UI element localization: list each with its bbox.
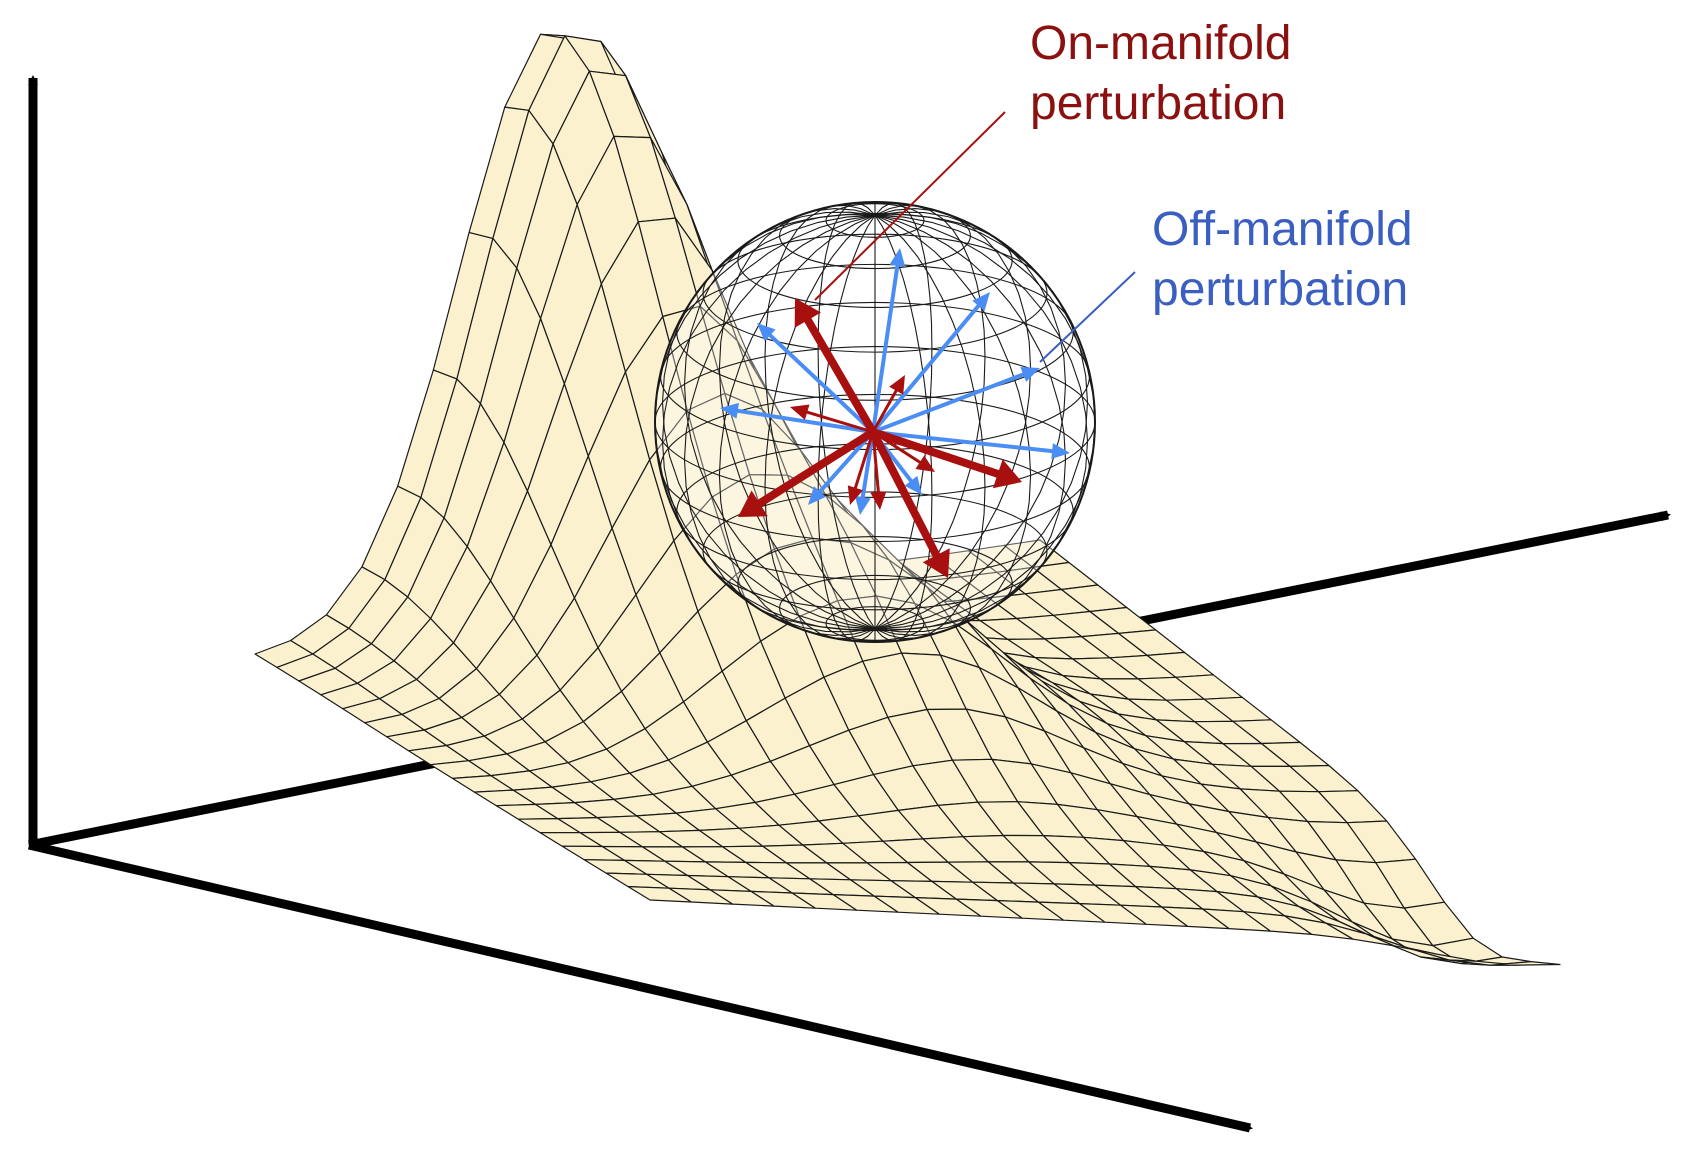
sphere-longitude: [817, 202, 933, 642]
on-manifold-arrow-shaft: [871, 430, 922, 464]
off-manifold-arrow-head: [854, 496, 871, 515]
on-manifold-arrow-shaft: [853, 430, 875, 490]
off-manifold-arrow-shaft: [871, 430, 1055, 454]
on-manifold-arrow: [847, 430, 875, 505]
off-manifold-arrow-shaft: [871, 263, 900, 434]
on-manifold-arrow-head: [915, 455, 935, 472]
mesh-cell: [1489, 960, 1561, 966]
off-manifold-arrow-head: [972, 292, 990, 311]
on-manifold-arrow: [738, 428, 877, 517]
on-manifold-label-line1: On-manifold: [1030, 17, 1292, 70]
off-manifold-arrow-head: [889, 248, 906, 267]
off-manifold-arrow: [757, 323, 875, 434]
perturbation-arrows: [720, 248, 1070, 578]
on-manifold-arrow: [871, 375, 905, 434]
off-manifold-arrow-head: [757, 323, 776, 342]
on-manifold-arrow-head: [870, 491, 887, 510]
on-manifold-arrow-head: [847, 485, 863, 505]
on-manifold-leader: [814, 111, 1006, 301]
off-manifold-arrow-shaft: [768, 333, 875, 434]
sphere-longitude: [817, 202, 933, 642]
on-manifold-arrow-head: [922, 548, 950, 578]
off-manifold-arrow-shaft: [871, 303, 981, 434]
sphere-longitude: [764, 204, 986, 640]
on-manifold-label: On-manifold perturbation: [1030, 14, 1291, 134]
off-manifold-label-line1: Off-manifold: [1152, 203, 1413, 256]
off-manifold-arrow-head: [720, 402, 739, 419]
on-manifold-arrow-shaft: [869, 428, 1002, 478]
on-manifold-arrow: [871, 430, 935, 472]
on-manifold-arrow: [790, 404, 875, 434]
on-manifold-arrow-shaft: [871, 389, 898, 434]
off-manifold-arrow: [854, 430, 875, 515]
on-manifold-arrow-shaft: [869, 428, 941, 560]
on-manifold-arrow-shaft: [805, 410, 875, 434]
off-manifold-arrow-head: [1020, 367, 1040, 382]
label-leader-lines: [814, 111, 1136, 363]
off-manifold-arrow-shaft: [860, 430, 875, 500]
off-manifold-arrow: [871, 367, 1040, 434]
on-manifold-arrow-head: [992, 459, 1022, 489]
off-manifold-arrow: [720, 402, 875, 434]
on-manifold-arrow: [869, 428, 950, 578]
front-axis: [27, 840, 1253, 1133]
sphere-longitude: [683, 211, 1067, 633]
on-manifold-label-line2: perturbation: [1030, 77, 1287, 130]
off-manifold-arrow-head: [1051, 443, 1070, 459]
off-manifold-leader: [1039, 271, 1136, 363]
off-manifold-arrow-shaft: [871, 372, 1026, 434]
off-manifold-label: Off-manifold perturbation: [1152, 200, 1413, 320]
sphere-longitude: [661, 214, 1089, 630]
on-manifold-arrow-head: [738, 490, 768, 517]
on-manifold-arrow-head: [790, 404, 810, 420]
off-manifold-arrow-shaft: [735, 408, 875, 434]
off-manifold-arrow: [871, 248, 906, 434]
on-manifold-arrow-shaft: [803, 316, 877, 436]
on-manifold-arrow: [869, 428, 1022, 489]
on-manifold-arrow: [870, 430, 887, 510]
on-manifold-arrow-head: [889, 375, 905, 395]
off-manifold-label-line2: perturbation: [1152, 263, 1409, 316]
sphere-longitude: [718, 208, 1032, 636]
on-manifold-arrow: [794, 298, 877, 436]
sphere-longitude: [654, 214, 1096, 630]
off-manifold-arrow: [871, 292, 990, 434]
off-manifold-arrow-head: [808, 486, 826, 505]
manifold-surface: [254, 33, 1561, 966]
on-manifold-arrow-head: [794, 298, 821, 328]
sphere-longitude: [661, 214, 1089, 630]
off-manifold-arrow: [871, 430, 1070, 459]
on-manifold-arrow-shaft: [755, 428, 877, 508]
off-manifold-arrow-head: [904, 475, 922, 495]
on-manifold-arrow-shaft: [871, 430, 880, 494]
